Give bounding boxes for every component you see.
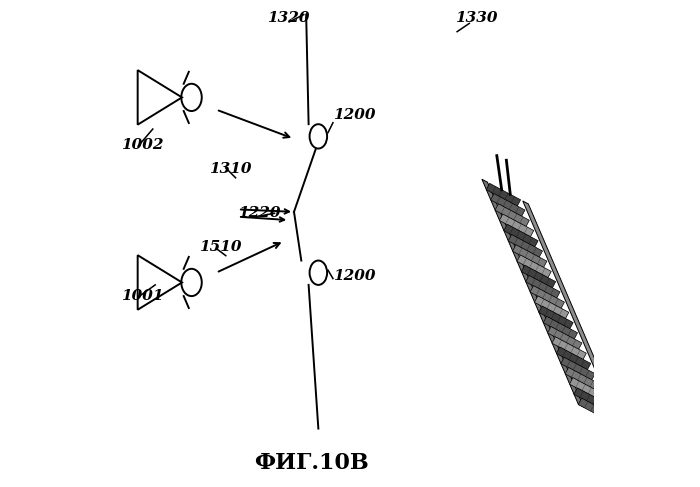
Polygon shape bbox=[539, 306, 573, 329]
Polygon shape bbox=[482, 179, 584, 407]
Polygon shape bbox=[504, 224, 538, 247]
Ellipse shape bbox=[309, 261, 327, 285]
Polygon shape bbox=[526, 275, 560, 299]
Ellipse shape bbox=[309, 124, 327, 149]
Polygon shape bbox=[517, 255, 552, 278]
Polygon shape bbox=[574, 388, 608, 411]
Polygon shape bbox=[522, 265, 556, 288]
Polygon shape bbox=[561, 357, 595, 380]
Text: 1200: 1200 bbox=[333, 108, 375, 122]
Text: 1510: 1510 bbox=[199, 240, 241, 254]
Text: 1310: 1310 bbox=[209, 162, 251, 176]
Polygon shape bbox=[552, 337, 587, 360]
Polygon shape bbox=[534, 296, 569, 319]
Polygon shape bbox=[530, 285, 564, 309]
Polygon shape bbox=[508, 234, 542, 258]
Polygon shape bbox=[486, 183, 521, 206]
Polygon shape bbox=[495, 204, 529, 227]
Polygon shape bbox=[512, 244, 547, 268]
Polygon shape bbox=[491, 193, 525, 217]
Text: ФИГ.10В: ФИГ.10В bbox=[253, 451, 368, 474]
Polygon shape bbox=[565, 367, 599, 391]
Polygon shape bbox=[570, 377, 604, 401]
Text: 1200: 1200 bbox=[333, 269, 375, 283]
Text: 1330: 1330 bbox=[455, 11, 497, 25]
Polygon shape bbox=[547, 326, 582, 350]
Polygon shape bbox=[543, 316, 578, 339]
Text: 1220: 1220 bbox=[238, 206, 281, 220]
Text: 1320: 1320 bbox=[267, 11, 309, 25]
Text: 1002: 1002 bbox=[121, 137, 164, 151]
Text: 1001: 1001 bbox=[121, 288, 164, 302]
Polygon shape bbox=[523, 201, 625, 429]
Polygon shape bbox=[578, 398, 612, 421]
Polygon shape bbox=[499, 214, 533, 237]
Polygon shape bbox=[556, 347, 591, 370]
